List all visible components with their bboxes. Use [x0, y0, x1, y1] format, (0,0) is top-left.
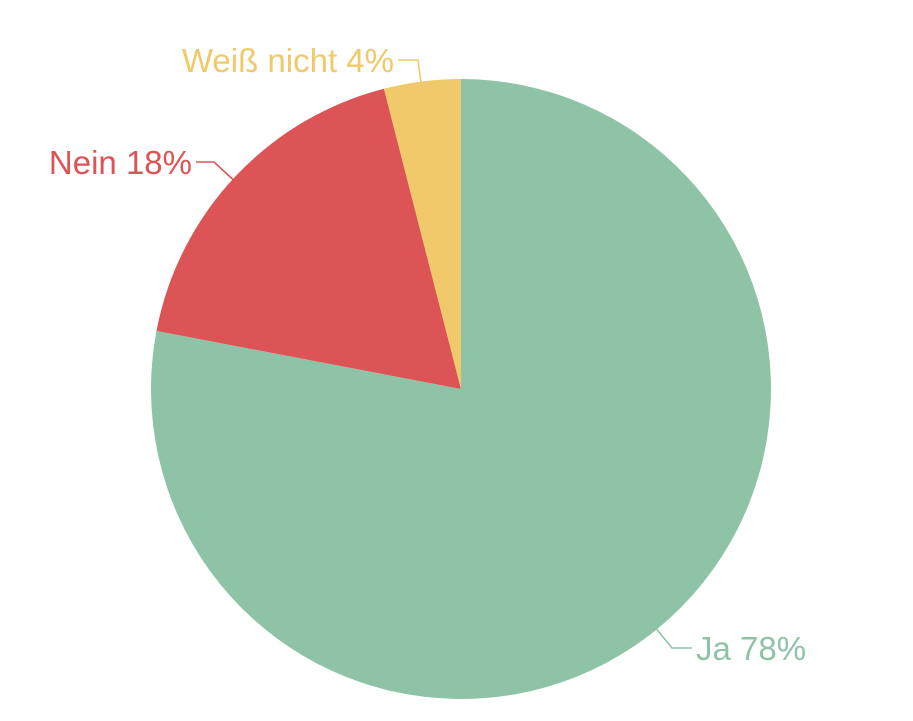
leader-line-nein: [196, 161, 235, 182]
pie-labels: Ja 78% Nein 18% Weiß nicht 4%: [49, 42, 806, 667]
slice-label-weiss-nicht: Weiß nicht 4%: [182, 42, 394, 79]
pie-slice-nein: [156, 88, 462, 390]
leader-line-ja: [654, 627, 692, 649]
pie-slice-ja: [150, 79, 771, 700]
pie-slice-weiß-nicht: [383, 79, 461, 389]
pie-leader-lines: [196, 59, 692, 649]
pie-slices: [150, 79, 771, 700]
slice-label-nein: Nein 18%: [49, 144, 192, 181]
leader-line-weiß-nicht: [398, 59, 422, 84]
slice-label-ja: Ja 78%: [696, 630, 806, 667]
